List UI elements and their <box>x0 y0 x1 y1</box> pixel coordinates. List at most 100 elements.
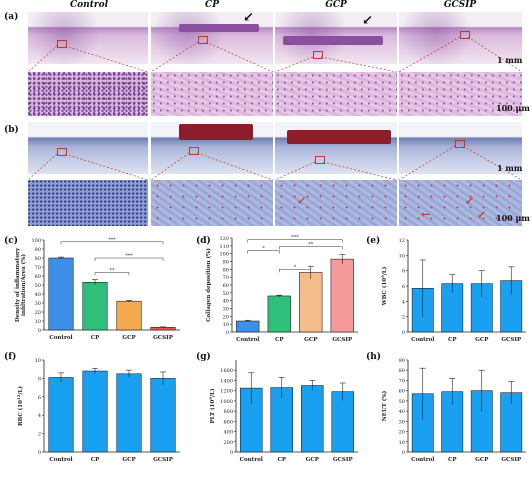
zoom-box <box>460 31 470 39</box>
bar <box>116 300 142 331</box>
zoom-box <box>198 36 208 44</box>
scale-bar-low: 1 mm <box>497 163 523 173</box>
mt-high-cp <box>151 180 273 226</box>
scab <box>179 24 259 32</box>
y-tick-label: 8 <box>38 376 41 382</box>
mt-high-gcsip: ← ↙ ↙ <box>399 180 522 226</box>
y-tick-label: 8 <box>402 269 405 275</box>
y-tick-label: 80 <box>223 267 229 273</box>
y-tick-label: 6 <box>38 395 41 401</box>
bar <box>116 373 142 453</box>
y-tick-label: 90 <box>223 260 229 266</box>
he-low-cp <box>151 12 273 64</box>
y-tick-label: 60 <box>399 389 405 395</box>
scab <box>283 36 383 45</box>
significance-bracket <box>279 246 343 250</box>
y-tick-label: 0 <box>402 330 405 336</box>
y-tick-label: 100 <box>31 238 41 244</box>
y-tick-label: 1400 <box>220 378 233 384</box>
x-tick-label: GCP <box>475 457 488 463</box>
panel-label-b: (b) <box>4 125 19 135</box>
mt-high-gcp: ↙ <box>275 180 397 226</box>
scale-bar-high: 100 μm <box>496 103 530 113</box>
scale-bar-high: 100 μm <box>496 213 530 223</box>
significance-bracket <box>94 272 130 276</box>
y-tick-label: 110 <box>219 244 229 250</box>
x-tick-label: GCSIP <box>501 457 521 463</box>
y-tick-label: 100 <box>219 252 229 258</box>
y-axis-label: PLT (109/L) <box>208 388 217 424</box>
y-tick-label: 10 <box>223 322 229 328</box>
y-tick-label: 10 <box>399 440 405 446</box>
plt-chart: 0 200 400 600 800 1000 1200 1400 1600 PLT (109/L)… <box>208 360 358 463</box>
y-tick-label: 40 <box>223 299 229 305</box>
y-tick-label: 10 <box>399 253 405 259</box>
bar <box>330 258 354 333</box>
x-tick-label: GCP <box>306 457 319 463</box>
x-tick-label: Control <box>236 337 259 343</box>
y-tick-label: 800 <box>223 409 233 415</box>
header-control: Control <box>69 0 109 10</box>
y-axis-label: RBC (1012/L) <box>16 386 25 426</box>
he-high-cp <box>151 72 273 116</box>
y-tick-label: 600 <box>223 419 233 425</box>
bar <box>82 370 108 453</box>
y-tick-label: 50 <box>35 283 41 289</box>
y-tick-label: 20 <box>399 430 405 436</box>
zoom-box <box>455 140 465 148</box>
y-tick-label: 10 <box>35 358 41 364</box>
scab <box>287 130 391 144</box>
significance-bracket <box>247 239 343 243</box>
significance-label: *** <box>291 235 299 241</box>
x-tick-label: CP <box>275 337 284 343</box>
significance-label: * <box>262 246 265 252</box>
y-tick-label: 0 <box>402 450 405 456</box>
x-tick-label: Control <box>240 457 263 463</box>
y-tick-label: 40 <box>35 292 41 298</box>
zoom-guide-lines <box>27 145 523 181</box>
wbc-chart: 0 2 4 6 8 10 12 WBC (109/L) Control CP GCP GCSIP <box>380 238 526 343</box>
rbc-chart: 0 2 4 6 8 10 RBC (1012/L) Control CP GCP GCSIP <box>16 358 180 463</box>
significance-bracket <box>247 250 280 254</box>
x-tick-label: Control <box>49 335 72 341</box>
mt-low-control <box>28 122 148 174</box>
y-tick-label: 40 <box>399 409 405 415</box>
x-tick-label: GCP <box>122 335 135 341</box>
bar <box>82 281 108 331</box>
y-tick-label: 12 <box>399 238 405 244</box>
y-axis-label: Collagen deposition (%) <box>205 248 212 322</box>
y-tick-label: 70 <box>35 265 41 271</box>
significance-bracket <box>60 241 164 245</box>
x-tick-label: GCSIP <box>333 457 353 463</box>
he-high-control <box>28 72 148 116</box>
bar <box>48 257 74 331</box>
x-tick-label: CP <box>91 335 100 341</box>
zoom-box <box>189 147 199 155</box>
y-tick-label: 120 <box>219 236 229 242</box>
mt-high-control <box>28 180 148 226</box>
arrow-icon: ↙ <box>465 194 475 207</box>
header-cp: CP <box>205 0 219 10</box>
y-tick-label: 90 <box>35 247 41 253</box>
bar <box>331 391 355 453</box>
he-high-gcsip <box>399 72 522 116</box>
zoom-box <box>57 40 67 48</box>
he-low-gcp <box>275 12 397 64</box>
y-tick-label: 2 <box>402 315 405 321</box>
arrow-icon: ← <box>421 208 431 221</box>
significance-label: *** <box>125 253 133 259</box>
bar <box>300 385 324 453</box>
y-tick-label: 200 <box>223 440 233 446</box>
x-tick-label: GCP <box>475 337 488 343</box>
bar <box>299 272 323 333</box>
y-tick-label: 1200 <box>220 389 233 395</box>
zoom-box <box>313 51 323 59</box>
y-tick-label: 50 <box>399 399 405 405</box>
inflammation-chart: 0 10 20 30 40 50 60 70 80 90 100 Density of inflamm… <box>15 237 180 341</box>
significance-bracket <box>279 269 311 273</box>
zoom-guide-lines <box>27 36 523 73</box>
arrow-icon: ↙ <box>243 10 254 25</box>
y-tick-label: 20 <box>35 310 41 316</box>
bar <box>236 320 260 333</box>
y-tick-label: 0 <box>226 330 229 336</box>
